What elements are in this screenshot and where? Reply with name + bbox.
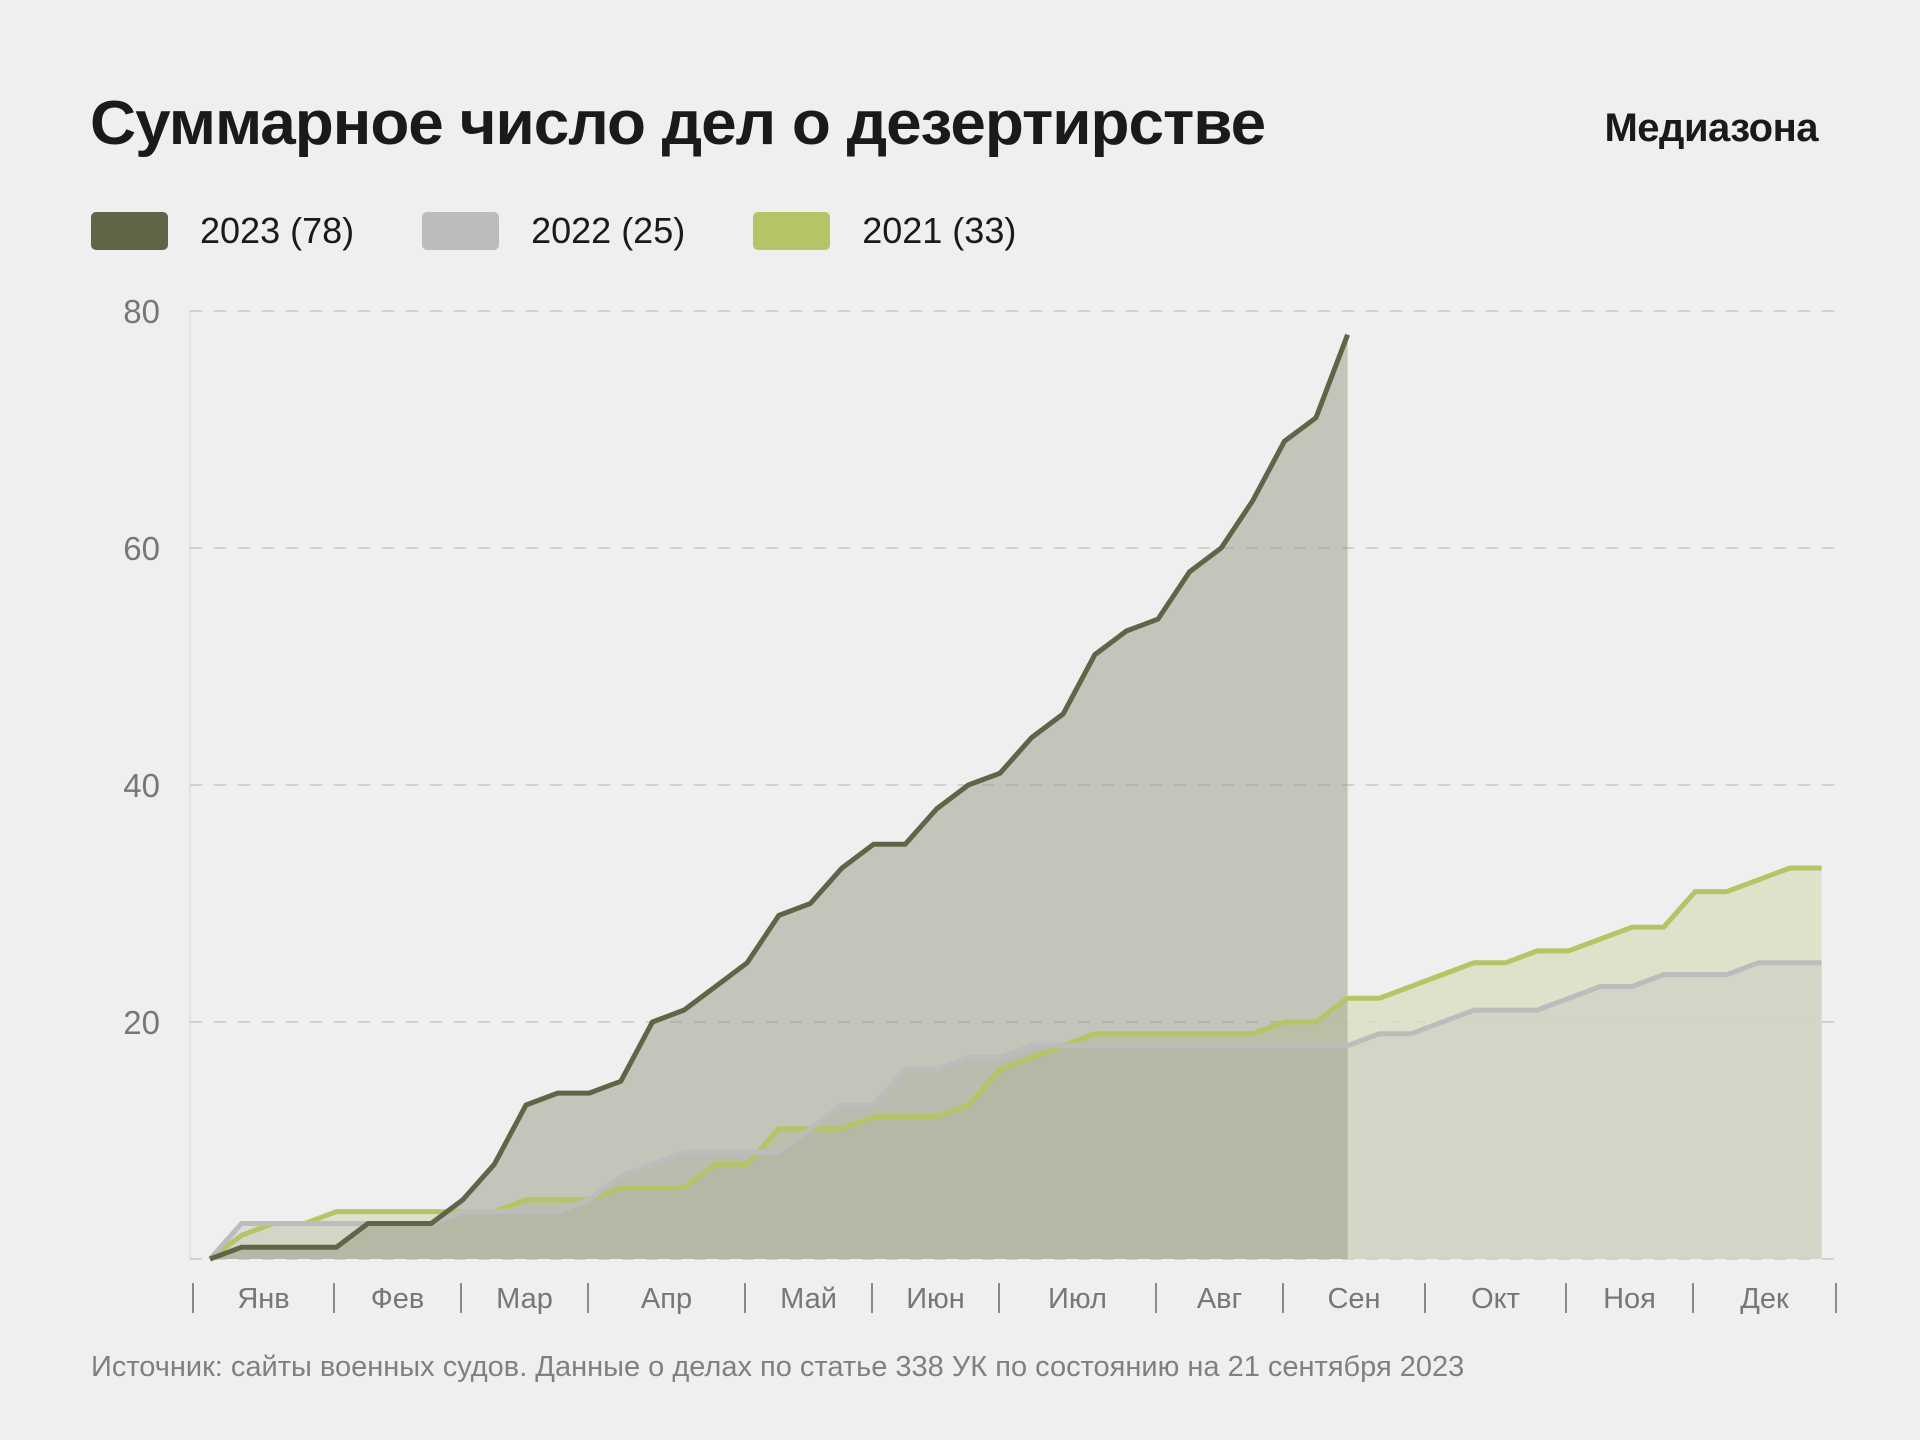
x-tick-label-month: Июн <box>906 1283 965 1315</box>
legend-label-2021: 2021 (33) <box>862 210 1017 251</box>
x-axis-ticks: Янв Фев Мар Апр Май Июн Июл Авг Сен Окт Ноя Дек <box>192 1283 1837 1315</box>
points-2022 <box>209 962 1822 1260</box>
legend-item-2021: 2021 (33) <box>753 210 1016 252</box>
legend-swatch-2022 <box>422 212 500 250</box>
y-tick-label-60: 60 <box>123 530 160 567</box>
x-tick-label-month: Фев <box>371 1283 425 1315</box>
x-tick-label-month: Май <box>780 1283 837 1315</box>
x-tick-label-month: Дек <box>1740 1283 1789 1315</box>
x-tick-label-month: Авг <box>1197 1283 1242 1315</box>
legend-label-2022: 2022 (25) <box>531 210 686 251</box>
y-tick-label-20: 20 <box>123 1004 160 1041</box>
legend-label-2023: 2023 (78) <box>200 210 355 251</box>
x-tick-label-month: Ноя <box>1603 1283 1656 1315</box>
series-lines <box>208 333 1822 1262</box>
x-tick-label-month: Апр <box>641 1283 692 1315</box>
area-2023 <box>210 334 1348 1259</box>
chart-title: Суммарное число дел о дезертирстве <box>90 89 1266 158</box>
x-tick-label-month: Окт <box>1471 1283 1520 1315</box>
brand-logo: Медиазона <box>1604 106 1818 150</box>
legend-item-2023: 2023 (78) <box>91 210 354 252</box>
legend-swatch-2023 <box>91 212 168 250</box>
y-axis-ticks: 20 40 60 80 <box>123 293 160 1041</box>
legend-item-2022: 2022 (25) <box>422 210 685 252</box>
chart-legend: 2023 (78) 2022 (25) 2021 (33) <box>91 210 1084 252</box>
x-tick-label-month: Янв <box>237 1283 289 1315</box>
y-tick-label-40: 40 <box>123 767 160 804</box>
legend-swatch-2021 <box>753 212 831 250</box>
line-2022 <box>208 960 1822 1261</box>
y-tick-label-80: 80 <box>123 293 160 330</box>
x-tick-label-month: Июл <box>1048 1283 1107 1315</box>
x-tick-label-month: Сен <box>1327 1283 1380 1315</box>
source-note: Источник: сайты военных судов. Данные о … <box>91 1351 1465 1383</box>
x-tick-label-month: Мар <box>496 1283 553 1315</box>
points-2023 <box>209 334 1348 1260</box>
series-areas <box>210 334 1822 1259</box>
